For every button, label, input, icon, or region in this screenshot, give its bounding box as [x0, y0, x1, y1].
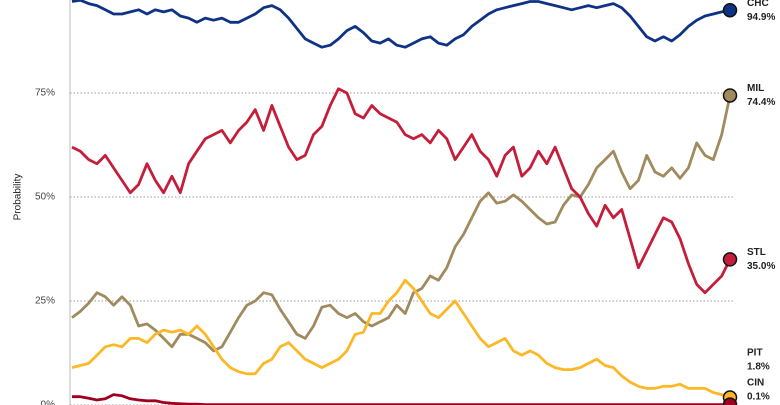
legend-name: CIN: [747, 378, 764, 389]
y-axis-label: Probability: [13, 174, 24, 221]
end-marker: [722, 2, 738, 18]
end-value-label: 94.9%: [747, 12, 775, 23]
series-line: [71, 95, 732, 353]
y-tick-label: 0%: [41, 400, 56, 405]
y-tick-label: 75%: [35, 88, 55, 99]
legend-name: MIL: [747, 83, 764, 94]
end-value-label: 0.1%: [747, 392, 770, 403]
legend-name: STL: [747, 247, 766, 258]
end-marker: [722, 252, 738, 267]
end-value-label: 35.0%: [747, 261, 775, 272]
series-line: [71, 0, 731, 49]
legend-name: CHC: [747, 0, 769, 9]
legend-name: PIT: [747, 348, 763, 359]
series-line: [71, 87, 732, 295]
y-tick-label: 25%: [35, 296, 55, 307]
end-marker: [722, 397, 738, 405]
end-value-label: 74.4%: [747, 97, 775, 108]
end-marker: [722, 88, 738, 103]
series-line: [72, 393, 730, 405]
series-line: [71, 278, 731, 399]
y-tick-label: 50%: [35, 192, 55, 203]
end-value-label: 1.8%: [747, 362, 770, 373]
